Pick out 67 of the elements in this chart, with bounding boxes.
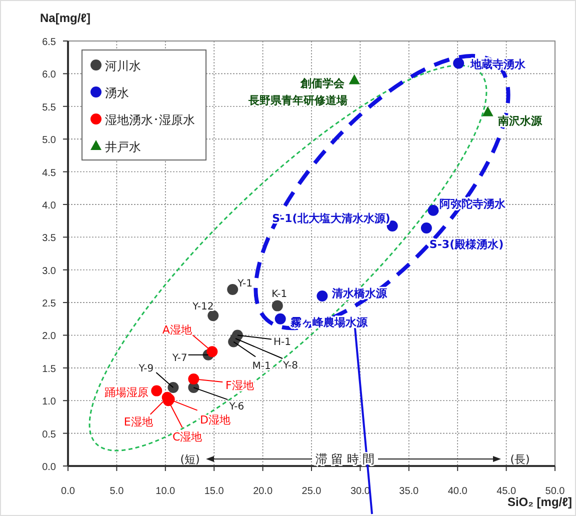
legend-label: 湧水 bbox=[105, 86, 129, 100]
annotation: 長野県青年研修道場 bbox=[247, 94, 348, 108]
annotation: 踊場湿原 bbox=[104, 386, 149, 399]
annotation: Y-7 bbox=[171, 352, 188, 364]
x-tick-label: 35.0 bbox=[399, 486, 420, 497]
annotation: 創価学会 bbox=[299, 77, 346, 90]
annotation: Y-1 bbox=[236, 278, 253, 290]
y-tick-label: 5.0 bbox=[42, 135, 56, 146]
y-tick-label: 6.0 bbox=[42, 70, 56, 81]
x-tick-label: 20.0 bbox=[253, 486, 273, 497]
annotation: S-3(殿様湧水) bbox=[429, 238, 504, 251]
point bbox=[151, 385, 162, 396]
annotation: H-1 bbox=[273, 337, 291, 348]
point bbox=[208, 310, 219, 322]
x-axis-title: SiO₂ [mg/ℓ] bbox=[507, 495, 572, 509]
annotation: M-1 bbox=[252, 360, 271, 372]
legend-label: 河川水 bbox=[105, 59, 141, 73]
x-tick-label: 25.0 bbox=[302, 486, 322, 497]
annotation: 清水橋水源 bbox=[331, 287, 388, 300]
x-tick-label: 45.0 bbox=[496, 486, 516, 497]
y-tick-label: 3.0 bbox=[42, 266, 56, 277]
annotation: (長) bbox=[510, 453, 530, 466]
point bbox=[482, 106, 494, 116]
annotation: D湿地 bbox=[200, 413, 231, 426]
point bbox=[316, 290, 328, 302]
y-tick-label: 1.0 bbox=[42, 396, 56, 408]
y-tick-label: 1.5 bbox=[42, 364, 56, 375]
point bbox=[453, 58, 464, 69]
point bbox=[428, 204, 439, 216]
point bbox=[272, 300, 283, 312]
point bbox=[348, 74, 360, 84]
annotation: Y-6 bbox=[228, 402, 244, 413]
point bbox=[227, 284, 238, 295]
y-tick-label: 0.0 bbox=[42, 462, 56, 473]
y-tick-label: 4.5 bbox=[42, 168, 56, 179]
x-tick-label: 15.0 bbox=[204, 486, 224, 497]
point bbox=[206, 346, 218, 358]
point bbox=[274, 313, 286, 324]
x-tick-label: 40.0 bbox=[448, 486, 468, 497]
annotation: Y-8 bbox=[282, 360, 298, 372]
annotation: F湿地 bbox=[225, 379, 254, 392]
point bbox=[168, 382, 179, 394]
point bbox=[188, 374, 200, 385]
y-tick-label: 2.0 bbox=[42, 331, 56, 342]
y-tick-label: 0.5 bbox=[42, 429, 56, 440]
annotation: E湿地 bbox=[124, 415, 153, 428]
legend-label: 湿地湧水･湿原水 bbox=[105, 113, 195, 127]
y-axis-title: Na[mg/ℓ] bbox=[40, 11, 91, 25]
y-tick-label: 3.5 bbox=[42, 233, 56, 244]
x-tick-label: 5.0 bbox=[110, 486, 124, 497]
annotation: (短) bbox=[180, 453, 200, 466]
annotation: 地蔵寺湧水 bbox=[470, 58, 527, 72]
annotation: Y-12 bbox=[191, 302, 214, 313]
y-tick-label: 4.0 bbox=[42, 200, 56, 212]
y-tick-label: 2.5 bbox=[42, 298, 56, 310]
annotation: Y-9 bbox=[138, 364, 154, 375]
annotation: A湿地 bbox=[162, 324, 192, 337]
y-tick-label: 5.5 bbox=[42, 102, 56, 114]
x-tick-label: 50.0 bbox=[545, 486, 566, 497]
annotation: 阿弥陀寺湧水 bbox=[439, 197, 506, 210]
y-tick-label: 6.5 bbox=[42, 37, 56, 48]
x-tick-label: 10.0 bbox=[156, 486, 176, 497]
point bbox=[420, 222, 432, 234]
annotation: K-1 bbox=[272, 288, 288, 300]
annotation: C湿地 bbox=[172, 430, 202, 444]
legend-label: 井戸水 bbox=[105, 140, 141, 154]
x-tick-label: 0.0 bbox=[61, 486, 76, 497]
